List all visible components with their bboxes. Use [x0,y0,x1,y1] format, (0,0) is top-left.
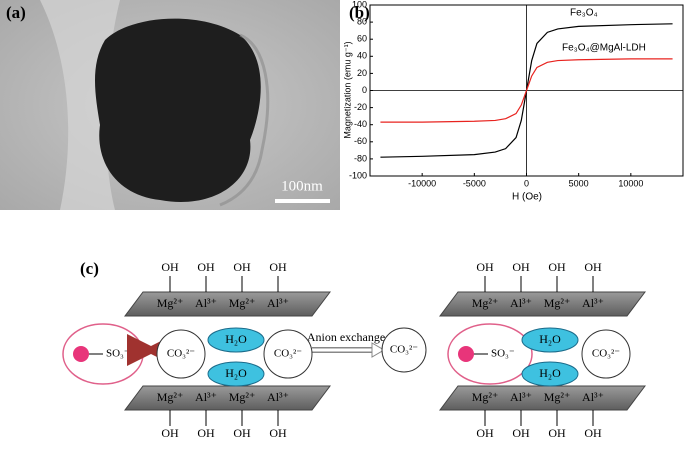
y-tick-label: -60 [354,136,367,146]
hydroxyl: OH [476,260,494,274]
hydroxyl: OH [161,260,179,274]
panel-label: (a) [6,3,26,22]
y-axis-label: Magnetization (emu g⁻¹) [342,41,352,138]
metal-ion: Mg²⁺ [157,296,184,310]
y-tick-label: 60 [357,34,367,44]
x-tick-label: -5000 [463,178,486,188]
metal-ion: Mg²⁺ [157,390,184,404]
ldh-layer [124,385,331,411]
metal-ion: Al³⁺ [582,390,604,404]
metal-ion: Al³⁺ [195,296,217,310]
y-tick-label: -40 [354,119,367,129]
tem-image [0,0,340,210]
panel-label: (c) [80,259,99,278]
water-ellipse [207,361,265,387]
hydroxyl: OH [161,426,179,440]
carbonate: CO₃²⁻ [167,348,195,360]
x-tick-label: 5000 [569,178,589,188]
y-tick-label: -20 [354,102,367,112]
hydroxyl: OH [197,426,215,440]
water: H₂O [539,366,561,380]
metal-ion: Al³⁺ [267,390,289,404]
carbonate: CO₃²⁻ [592,348,620,360]
hydroxyl: OH [584,260,602,274]
surfactant-ring [447,323,533,385]
arrow-head [371,342,385,358]
hydroxyl: OH [269,426,287,440]
legend-label: Fe₃O₄ [570,8,598,19]
water: H₂O [225,366,247,380]
x-tick-label: -10000 [408,178,436,188]
hydroxyl: OH [233,260,251,274]
metal-ion: Mg²⁺ [229,296,256,310]
carbonate-circle [263,329,313,379]
sulfonate: SO₃⁻ [491,348,515,360]
hydroxyl: OH [512,426,530,440]
metal-ion: Al³⁺ [267,296,289,310]
ldh-layer [439,385,646,411]
sulfonate: SO₃⁻ [106,348,130,360]
hydroxyl: OH [548,426,566,440]
hydroxyl: OH [197,260,215,274]
y-tick-label: -100 [349,170,367,180]
metal-ion: Mg²⁺ [544,296,571,310]
y-tick-label: 80 [357,16,367,26]
carbonate: CO₃²⁻ [274,348,302,360]
surfactant-head [458,346,474,362]
x-tick-label: 10000 [618,178,643,188]
x-tick-label: 0 [524,178,529,188]
carbonate-circle [581,329,631,379]
ldh-layer [124,291,331,317]
y-tick-label: -80 [354,153,367,163]
series-line [380,58,673,123]
water-ellipse [207,327,265,353]
hydroxyl: OH [476,426,494,440]
legend-label: Fe₃O₄@MgAl-LDH [562,43,646,54]
scale-bar-label: 100nm [281,178,323,194]
metal-ion: Mg²⁺ [544,390,571,404]
hydroxyl: OH [548,260,566,274]
metal-ion: Al³⁺ [195,390,217,404]
metal-ion: Al³⁺ [510,296,532,310]
y-tick-label: 100 [352,0,367,9]
carbonate: CO₃²⁻ [390,344,418,356]
panel-label: (b) [349,3,370,22]
water-ellipse [521,361,579,387]
y-tick-label: 20 [357,68,367,78]
hydroxyl: OH [233,426,251,440]
arrow-label: Anion exchange [307,330,385,344]
water: H₂O [225,332,247,346]
metal-ion: Mg²⁺ [472,390,499,404]
hydroxyl: OH [584,426,602,440]
water: H₂O [539,332,561,346]
y-tick-label: 0 [362,85,367,95]
x-axis-label: H (Oe) [512,192,542,203]
metal-ion: Mg²⁺ [229,390,256,404]
hydroxyl: OH [269,260,287,274]
carbonate-circle [381,327,427,373]
carbonate-circle [156,329,206,379]
y-tick-label: 40 [357,51,367,61]
ldh-layer [439,291,646,317]
metal-ion: Mg²⁺ [472,296,499,310]
metal-ion: Al³⁺ [510,390,532,404]
surfactant-head [73,346,89,362]
water-ellipse [521,327,579,353]
hydroxyl: OH [512,260,530,274]
metal-ion: Al³⁺ [582,296,604,310]
